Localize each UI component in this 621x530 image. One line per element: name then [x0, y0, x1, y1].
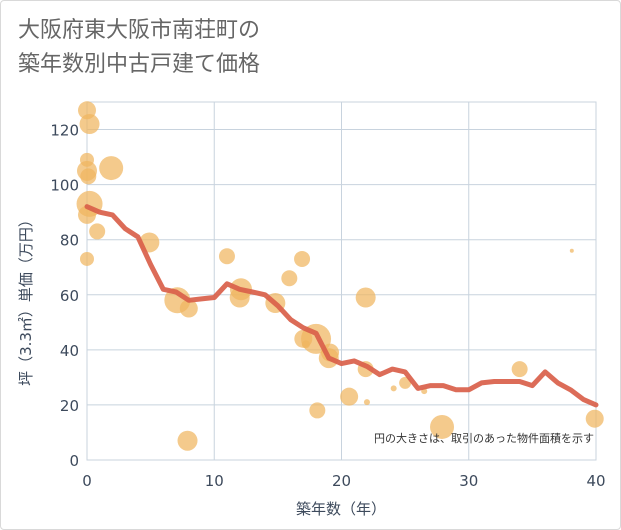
data-bubble	[301, 340, 310, 349]
x-tick-label: 20	[332, 472, 351, 490]
data-bubble	[340, 387, 359, 406]
data-bubble	[99, 156, 124, 181]
data-bubble	[390, 385, 397, 392]
data-bubble	[399, 376, 412, 389]
x-tick-label: 40	[586, 472, 605, 490]
x-tick-label: 0	[82, 472, 92, 490]
axis-ticks: 0 10 20 30 40 0 20 40 60 80 100 120	[50, 122, 605, 490]
data-bubble	[355, 287, 376, 308]
data-bubble	[177, 430, 198, 451]
y-tick-label: 100	[50, 177, 79, 195]
x-axis-title: 築年数（年）	[296, 500, 386, 518]
data-bubble	[511, 361, 528, 378]
data-bubble	[179, 299, 198, 318]
x-tick-label: 30	[459, 472, 478, 490]
y-tick-label: 120	[50, 122, 79, 140]
data-bubble	[294, 250, 311, 267]
data-bubble	[281, 270, 298, 287]
data-bubble	[363, 399, 370, 406]
y-tick-label: 40	[60, 342, 79, 360]
chart-title: 大阪府東大阪市南荘町の 築年数別中古戸建て価格	[18, 14, 260, 82]
chart-title-line-2: 築年数別中古戸建て価格	[18, 52, 261, 77]
data-bubble	[585, 409, 604, 428]
y-axis-title: 坪（3.3㎡）単価（万円）	[17, 212, 35, 386]
data-bubble	[309, 402, 326, 419]
chart-title-line-1: 大阪府東大阪市南荘町の	[18, 18, 261, 43]
y-tick-label: 60	[60, 287, 79, 305]
bubble-size-note: 円の大きさは、取引のあった物件面積を示す	[374, 431, 594, 445]
data-bubble	[79, 114, 100, 135]
data-bubble	[80, 251, 94, 266]
trend-line	[84, 204, 599, 408]
y-tick-label: 80	[60, 232, 79, 250]
data-bubble	[569, 248, 574, 253]
trend-series	[84, 204, 599, 408]
data-bubble	[218, 248, 235, 265]
data-bubble	[430, 414, 455, 439]
data-bubble	[89, 223, 106, 240]
x-tick-label: 10	[205, 472, 224, 490]
y-tick-label: 20	[60, 397, 79, 415]
data-bubble	[80, 168, 97, 185]
y-tick-label: 0	[69, 452, 79, 470]
grid-lines	[86, 101, 597, 461]
